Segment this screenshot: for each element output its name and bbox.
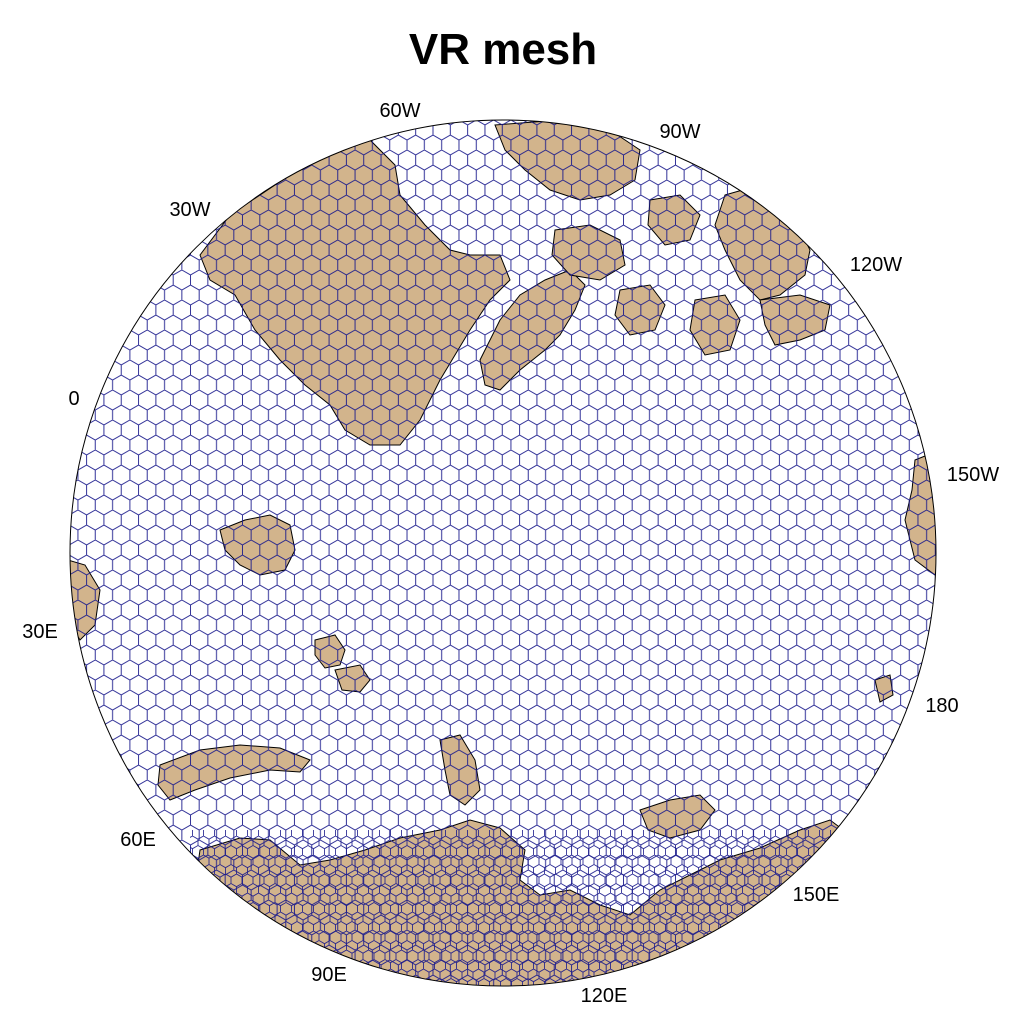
globe-disc [70, 120, 936, 986]
lon-label-150e: 150E [793, 884, 840, 906]
lon-label-60e: 60E [120, 829, 156, 851]
globe-outline [69, 119, 937, 987]
lon-label-150w: 150W [947, 464, 999, 486]
lon-label-30e: 30E [22, 621, 58, 643]
map-title: VR mesh [409, 25, 597, 74]
lon-label-180: 180 [925, 695, 958, 717]
lon-label-30w: 30W [169, 199, 210, 221]
lon-label-120e: 120E [581, 985, 628, 1007]
longitude-labels: 60W 90W 30W 120W 0 150W 30E 180 60E 150E… [22, 100, 999, 1007]
lon-label-90e: 90E [311, 964, 347, 986]
lon-label-90w: 90W [659, 121, 700, 143]
lon-label-60w: 60W [379, 100, 420, 122]
lon-label-120w: 120W [850, 254, 902, 276]
lon-label-0: 0 [68, 388, 79, 410]
